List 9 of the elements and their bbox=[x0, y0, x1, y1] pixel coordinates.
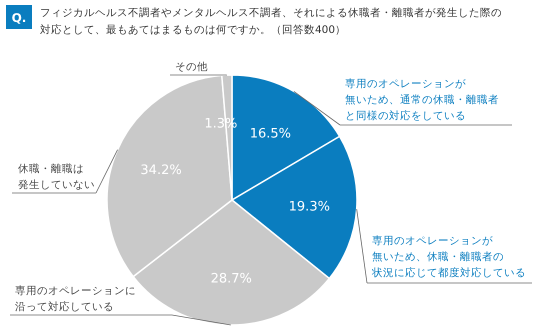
slice-label: 休職・離職は発生していない bbox=[18, 162, 95, 191]
badge: Q. bbox=[6, 5, 32, 29]
chart-title: フィジカルヘルス不調者やメンタルヘルス不調者、それによる休職者・離職者が発生した際の対応として、最もあてはまるものは何ですか。（回答数400） bbox=[40, 6, 502, 36]
slice-label: その他 bbox=[175, 61, 208, 73]
data-label: 16.5% bbox=[250, 126, 292, 142]
slice-label: 専用のオペレーションが無いため、休職・離職者の状況に応じて都度対応している bbox=[371, 234, 526, 279]
slice-label: 専用のオペレーションが無いため、通常の休職・離職者と同様の対応をしている bbox=[345, 77, 499, 122]
data-label: 19.3% bbox=[288, 200, 330, 215]
slice-label: 専用のオペレーションに沿って対応している bbox=[15, 284, 136, 313]
